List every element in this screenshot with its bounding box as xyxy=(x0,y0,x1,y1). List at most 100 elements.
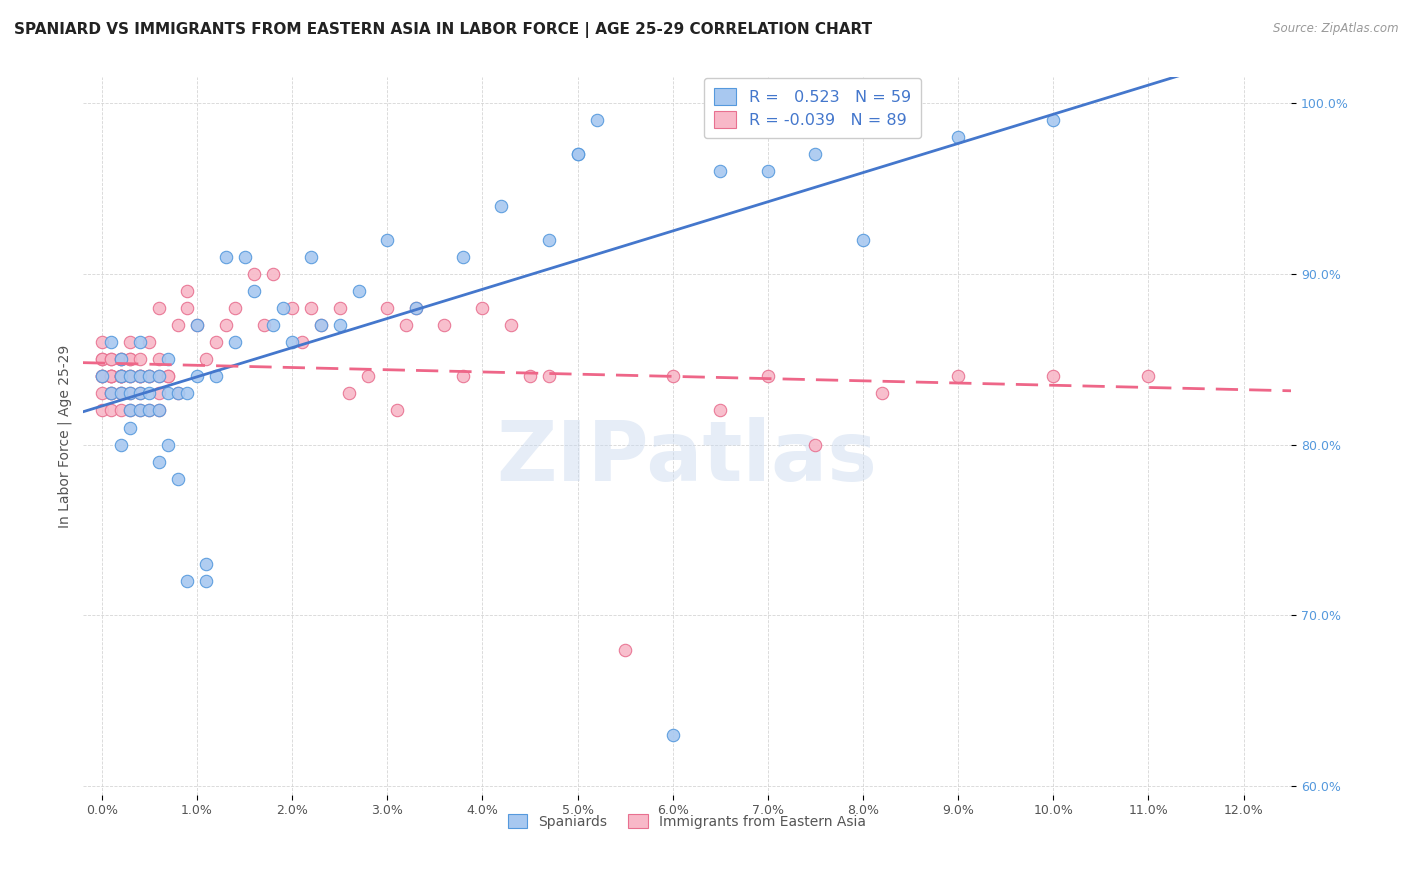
Point xyxy=(661,728,683,742)
Point xyxy=(661,369,683,384)
Text: Source: ZipAtlas.com: Source: ZipAtlas.com xyxy=(1274,22,1399,36)
Point xyxy=(281,335,304,350)
Point xyxy=(195,574,218,589)
Point xyxy=(176,386,198,401)
Point xyxy=(120,403,142,417)
Point xyxy=(128,369,150,384)
Point xyxy=(100,352,122,367)
Point xyxy=(110,437,132,451)
Point xyxy=(709,164,731,178)
Point xyxy=(709,403,731,417)
Point xyxy=(948,130,970,145)
Point xyxy=(329,301,352,315)
Point xyxy=(186,369,208,384)
Point xyxy=(519,369,541,384)
Point xyxy=(176,301,198,315)
Point xyxy=(1137,369,1160,384)
Point xyxy=(852,233,875,247)
Point xyxy=(148,403,170,417)
Point xyxy=(110,369,132,384)
Point xyxy=(1042,369,1064,384)
Point xyxy=(537,233,560,247)
Point xyxy=(120,369,142,384)
Point xyxy=(186,318,208,332)
Point xyxy=(585,113,607,128)
Point xyxy=(110,369,132,384)
Point xyxy=(948,369,970,384)
Point xyxy=(100,352,122,367)
Point xyxy=(110,369,132,384)
Point xyxy=(128,352,150,367)
Point xyxy=(157,352,180,367)
Point xyxy=(337,386,360,401)
Point xyxy=(167,386,190,401)
Point xyxy=(299,301,322,315)
Point xyxy=(537,369,560,384)
Y-axis label: In Labor Force | Age 25-29: In Labor Force | Age 25-29 xyxy=(58,344,72,528)
Point xyxy=(491,198,513,212)
Point xyxy=(120,403,142,417)
Point xyxy=(120,352,142,367)
Point xyxy=(100,369,122,384)
Point xyxy=(157,386,180,401)
Point xyxy=(128,335,150,350)
Point xyxy=(128,403,150,417)
Point xyxy=(385,403,408,417)
Point xyxy=(433,318,456,332)
Text: SPANIARD VS IMMIGRANTS FROM EASTERN ASIA IN LABOR FORCE | AGE 25-29 CORRELATION : SPANIARD VS IMMIGRANTS FROM EASTERN ASIA… xyxy=(14,22,872,38)
Point xyxy=(157,437,180,451)
Point xyxy=(128,386,150,401)
Point xyxy=(233,250,256,264)
Point xyxy=(309,318,332,332)
Text: ZIPatlas: ZIPatlas xyxy=(496,417,877,498)
Point xyxy=(205,369,228,384)
Point xyxy=(262,267,284,281)
Point xyxy=(167,318,190,332)
Point xyxy=(128,369,150,384)
Point xyxy=(100,369,122,384)
Point xyxy=(214,250,236,264)
Point xyxy=(138,369,160,384)
Point xyxy=(90,352,112,367)
Point xyxy=(224,301,246,315)
Point xyxy=(110,369,132,384)
Point xyxy=(90,335,112,350)
Point xyxy=(567,147,589,161)
Point xyxy=(120,369,142,384)
Point xyxy=(148,455,170,469)
Point xyxy=(329,318,352,332)
Point xyxy=(395,318,418,332)
Point xyxy=(499,318,522,332)
Point xyxy=(471,301,494,315)
Point xyxy=(100,386,122,401)
Point xyxy=(110,352,132,367)
Point xyxy=(120,420,142,434)
Point xyxy=(453,369,475,384)
Point xyxy=(252,318,274,332)
Point xyxy=(195,352,218,367)
Point xyxy=(148,386,170,401)
Point xyxy=(128,369,150,384)
Point xyxy=(110,352,132,367)
Point xyxy=(120,352,142,367)
Point xyxy=(405,301,427,315)
Point xyxy=(262,318,284,332)
Point xyxy=(120,335,142,350)
Point xyxy=(90,369,112,384)
Point xyxy=(100,335,122,350)
Point xyxy=(804,437,827,451)
Point xyxy=(100,386,122,401)
Point xyxy=(186,318,208,332)
Point xyxy=(120,386,142,401)
Point xyxy=(148,369,170,384)
Point xyxy=(90,369,112,384)
Point xyxy=(128,386,150,401)
Point xyxy=(138,335,160,350)
Point xyxy=(347,284,370,298)
Point xyxy=(205,335,228,350)
Point xyxy=(110,369,132,384)
Point xyxy=(120,369,142,384)
Point xyxy=(614,642,637,657)
Point xyxy=(90,386,112,401)
Point xyxy=(375,301,398,315)
